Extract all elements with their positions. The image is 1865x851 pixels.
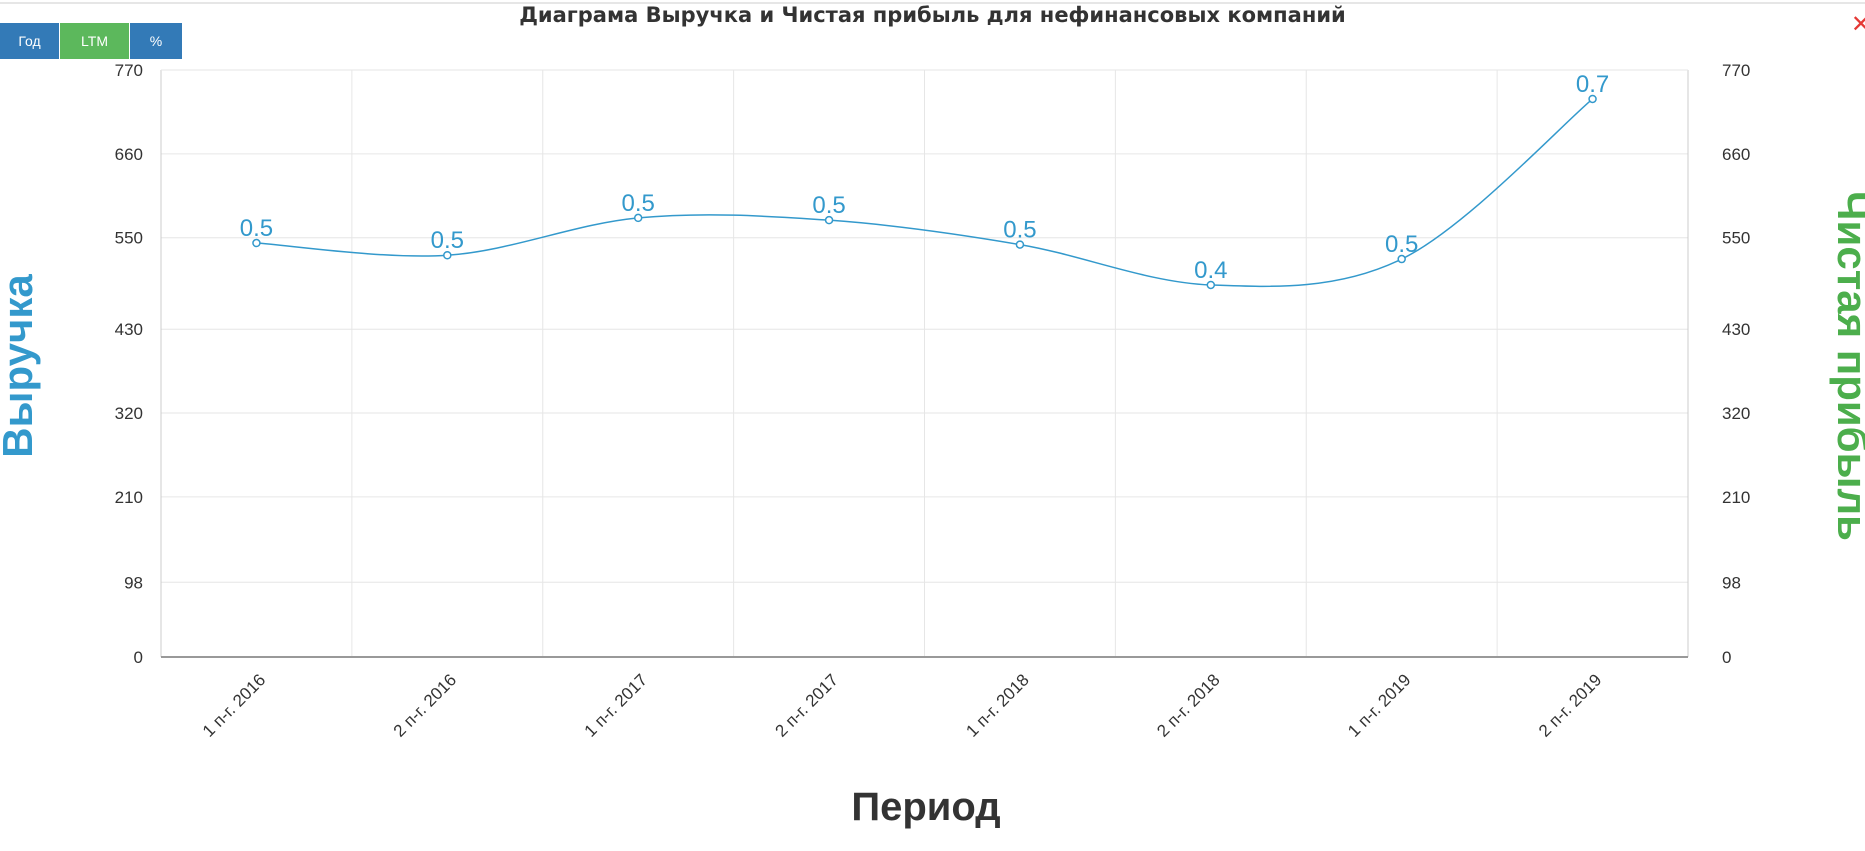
y-tick-label-right: 550	[1722, 229, 1750, 248]
y-tick-label-left: 0	[134, 648, 143, 667]
data-label: 0.5	[431, 227, 464, 254]
year-button[interactable]: Год	[0, 23, 60, 59]
data-label: 0.4	[1194, 257, 1227, 284]
data-label: 0.7	[1576, 71, 1609, 98]
y-tick-label-right: 770	[1722, 61, 1750, 80]
y-tick-label-right: 98	[1722, 573, 1741, 592]
close-icon[interactable]: ✕	[1850, 10, 1865, 38]
x-tick-label: 1 п-г. 2019	[1344, 670, 1414, 740]
y-axis-right-title: Чистая прибыль	[1829, 191, 1865, 541]
y-tick-label-right: 660	[1722, 145, 1750, 164]
series-line	[256, 98, 1594, 288]
axes: 0 98 210 320 430 550 660 770 0 98 210 320 430 550 660 7…	[115, 61, 1751, 741]
data-label: 0.5	[1385, 231, 1418, 258]
x-tick-label: 2 п-г. 2017	[772, 670, 842, 740]
y-tick-label-right: 430	[1722, 320, 1750, 339]
top-border	[0, 2, 1865, 4]
data-point	[1206, 280, 1216, 290]
y-tick-label-left: 210	[115, 488, 143, 507]
data-point	[252, 238, 261, 248]
y-tick-label-left: 550	[115, 229, 143, 248]
x-tick-label: 2 п-г. 2018	[1153, 670, 1223, 740]
x-axis-title: Период	[851, 785, 1000, 829]
data-label: 0.5	[812, 192, 845, 219]
data-point	[1397, 254, 1406, 264]
data-label: 0.5	[240, 215, 273, 242]
y-tick-label-right: 0	[1722, 648, 1731, 667]
y-tick-label-left: 770	[115, 61, 143, 80]
data-label: 0.5	[622, 190, 655, 217]
data-point	[443, 250, 452, 260]
chart-title: Диаграма Выручка и Чистая прибыль для не…	[519, 3, 1346, 27]
data-point	[633, 213, 643, 223]
y-tick-label-left: 660	[115, 145, 143, 164]
y-tick-label-right: 320	[1722, 404, 1750, 423]
y-tick-label-left: 320	[115, 404, 143, 423]
data-labels: 0.5 0.5 0.5 0.5 0.5 0.4 0.5 0.7	[240, 71, 1610, 284]
x-tick-label: 2 п-г. 2019	[1535, 670, 1605, 740]
x-tick-label: 1 п-г. 2017	[581, 670, 651, 740]
series-revenue	[252, 94, 1597, 290]
y-tick-label-right: 210	[1722, 488, 1750, 507]
y-tick-label-left: 98	[124, 573, 143, 592]
ltm-button[interactable]: LTM	[60, 23, 130, 59]
data-label: 0.5	[1003, 217, 1036, 244]
y-axis-left-title: Выручка	[0, 274, 41, 458]
y-tick-label-left: 430	[115, 320, 143, 339]
x-tick-label: 1 п-г. 2018	[962, 670, 1032, 740]
x-tick-label: 1 п-г. 2016	[199, 670, 269, 740]
data-point	[1015, 240, 1025, 249]
x-tick-label: 2 п-г. 2016	[390, 670, 460, 740]
period-toggle-group: Год LTM %	[0, 23, 183, 59]
data-point	[824, 215, 834, 225]
percent-button[interactable]: %	[130, 23, 183, 59]
grid	[161, 69, 1688, 657]
data-point	[1588, 94, 1597, 104]
